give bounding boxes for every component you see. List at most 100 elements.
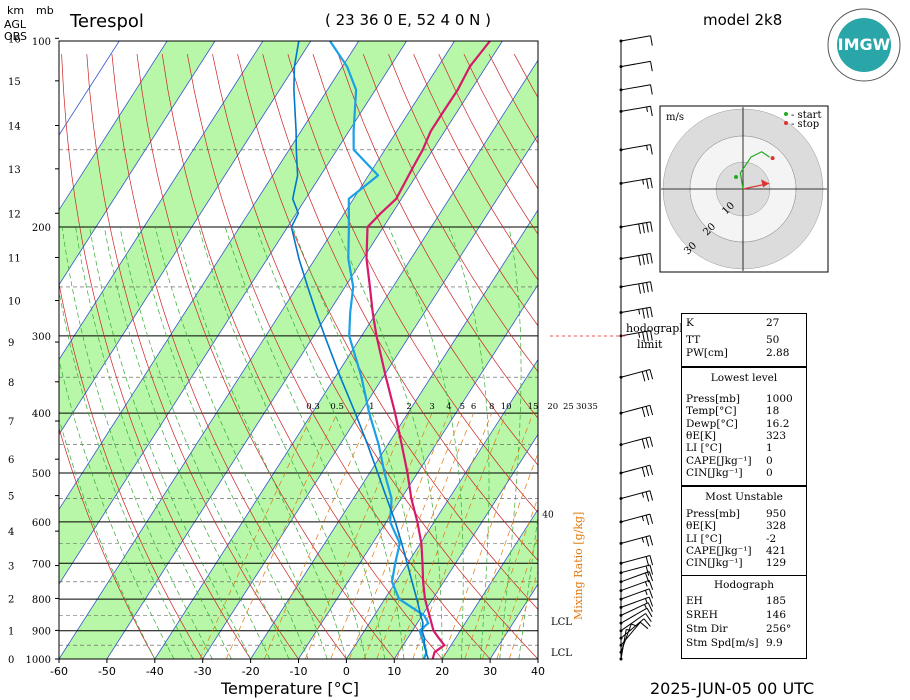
wind-barb-flag — [641, 407, 646, 418]
model-label: model 2k8 — [703, 11, 782, 29]
hodograph-stats-box: Hodograph EH 185 SREH 146 Stm Dir 256° Stm Spd… — [681, 575, 807, 659]
wind-barb-flag — [642, 331, 645, 342]
mixing-ratio-tick-label: 30 — [576, 402, 587, 412]
most-unstable-row-label: CIN[Jkg⁻¹] — [686, 557, 743, 570]
most-unstable-row-label: LI [°C] — [686, 532, 722, 545]
dry-adiabat — [111, 54, 347, 659]
lcl-label-lower: LCL — [551, 648, 572, 659]
wind-barb-half — [642, 179, 645, 185]
wind-barb-half — [641, 492, 645, 498]
x-tick-label: -30 — [194, 665, 212, 678]
km-tick-label: 5 — [8, 492, 14, 503]
wind-barb — [619, 618, 651, 640]
most-unstable-row-label: θE[K] — [686, 520, 717, 533]
hodograph-stats-row-label: Stm Spd[m/s] — [686, 637, 759, 649]
isotherm-line — [441, 508, 538, 659]
wind-barb-staff — [620, 464, 651, 474]
storm-motion-arrowhead — [761, 179, 770, 188]
isotherm-line — [59, 41, 455, 659]
isotherm-line — [59, 41, 360, 511]
hodograph-stop-point — [770, 156, 775, 161]
x-tick-label: 30 — [483, 665, 497, 678]
wind-barb-flag — [646, 178, 649, 189]
wind-barb-staff — [620, 579, 650, 592]
wind-barb-staff — [620, 490, 651, 500]
mixing-ratio-tick-label: 6 — [471, 402, 476, 412]
wind-barb-flag — [646, 607, 653, 618]
x-tick-label: -40 — [146, 665, 164, 678]
wind-barb-flag — [648, 588, 654, 599]
dry-adiabat — [262, 54, 538, 562]
wind-barb-flag — [639, 621, 649, 630]
isotherm-line — [298, 284, 538, 659]
wind-barb-half — [641, 537, 645, 543]
wind-barb-flag — [649, 405, 654, 416]
wind-barb-staff — [620, 588, 650, 600]
wind-barb-flag — [650, 35, 653, 46]
mixing-ratio-line — [348, 412, 450, 659]
mixing-ratio-line — [464, 452, 538, 659]
wind-barb-flag — [650, 307, 653, 318]
dry-adiabat — [312, 53, 538, 466]
wind-barb-flag — [638, 283, 641, 294]
moist-adiabat — [255, 226, 405, 659]
wind-barb-flag — [648, 580, 654, 590]
wind-barb — [619, 613, 652, 633]
most-unstable-title: Most Unstable — [705, 491, 783, 503]
moist-adiabat — [336, 226, 443, 659]
wind-barb-flag — [645, 370, 650, 381]
wind-barb-half — [646, 106, 648, 112]
wind-barb-half — [631, 623, 637, 627]
km-tick-label: 3 — [8, 562, 14, 573]
isotherm-line — [59, 41, 216, 286]
hodograph-trace — [734, 151, 775, 190]
pressure-tick-label: 1000 — [26, 655, 51, 666]
isotherm-line — [393, 433, 538, 659]
moist-adiabat — [59, 289, 194, 659]
lowest-level-row-value: 323 — [766, 429, 787, 442]
wind-barb — [619, 330, 653, 342]
x-tick-label: -60 — [50, 665, 68, 678]
mixing-ratio-tick-label: 4 — [446, 402, 451, 412]
wind-barb-flag — [646, 282, 649, 293]
lowest-level-row-label: CIN[Jkg⁻¹] — [686, 466, 743, 479]
wind-barb-flag — [645, 536, 650, 547]
mixing-ratio-line — [442, 412, 534, 659]
mixing-ratio-tick-label: 0.5 — [330, 402, 344, 412]
wind-barb-staff — [620, 535, 651, 544]
pressure-tick-label: 400 — [32, 409, 51, 420]
wind-barb — [619, 602, 653, 617]
mixing-ratio-line — [225, 412, 338, 659]
pw-value: 2.88 — [766, 347, 790, 359]
lowest-level-row-label: θE[K] — [686, 429, 717, 442]
dry-adiabat — [59, 281, 204, 659]
hodograph-unit: m/s — [666, 112, 684, 123]
mixing-ratio-line — [304, 412, 410, 659]
wind-barb-flag — [650, 144, 653, 155]
dry-adiabat — [388, 53, 538, 327]
wind-barb-flag — [650, 221, 653, 232]
most-unstable-row-value: -2 — [766, 532, 777, 545]
wind-barb — [619, 579, 654, 593]
wind-barb-flag — [649, 555, 654, 566]
moist-adiabat — [175, 226, 347, 659]
wind-barb — [619, 404, 654, 418]
dry-adiabat — [59, 426, 156, 659]
dry-adiabat — [287, 54, 538, 514]
wind-barb-flag — [649, 369, 654, 380]
mixing-ratio-line — [363, 412, 463, 659]
wind-barb-flag — [649, 465, 654, 475]
dry-adiabat — [337, 53, 538, 419]
wind-barb-flag — [643, 618, 651, 627]
profile-lines — [290, 41, 491, 659]
lowest-level-row-label: Press[mb] — [686, 393, 740, 405]
moist-adiabat — [154, 226, 328, 659]
wind-barb — [619, 84, 653, 95]
hodograph-start-label: - start — [791, 110, 821, 121]
km-tick-label: 10 — [8, 297, 21, 308]
lowest-level-row-label: LI [°C] — [686, 442, 722, 455]
hodograph-stats-title: Hodograph — [713, 579, 774, 591]
moist-adiabat — [75, 226, 232, 659]
wind-barb-flag — [650, 281, 653, 292]
wind-barb-staff — [620, 60, 651, 68]
